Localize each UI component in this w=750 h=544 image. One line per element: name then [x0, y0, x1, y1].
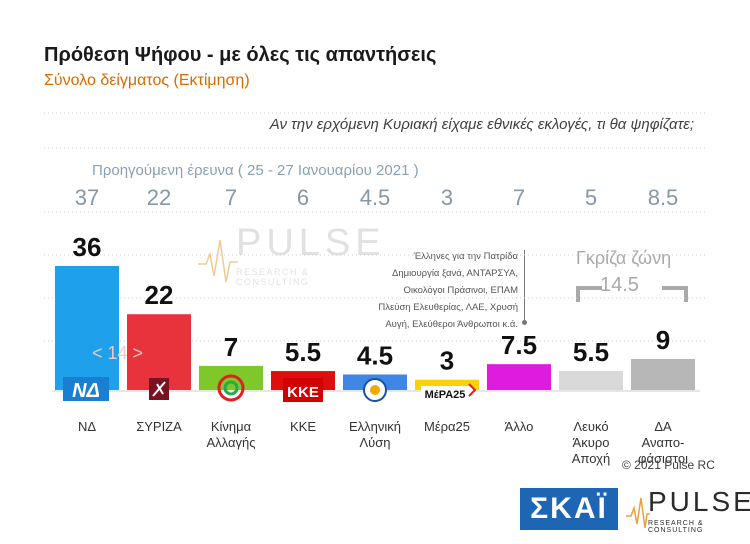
watermark-subtext: RESEARCH & CONSULTING — [236, 267, 310, 287]
note-line: Πλεύση Ελευθερίας, ΛΑΕ, Χρυσή — [378, 302, 518, 313]
category-label: φάσιστοι — [638, 451, 688, 466]
bar-value-label: 4.5 — [357, 341, 393, 371]
previous-value-label: 7 — [513, 185, 525, 210]
bar-value-label: 7 — [224, 332, 238, 362]
category-label: Ελληνική — [349, 419, 401, 434]
pulse-logo-subtext: RESEARCH & CONSULTING — [648, 520, 704, 534]
other-parties-note: Έλληνες για την Πατρίδα Δημιουργία ξανά,… — [368, 248, 518, 333]
compass-icon — [370, 385, 380, 395]
ecg-icon — [626, 497, 650, 529]
category-label: Άλλο — [505, 419, 534, 434]
note-line: Έλληνες για την Πατρίδα — [413, 251, 518, 262]
ecg-icon — [198, 239, 238, 283]
chart-subtitle: Σύνολο δείγματος (Εκτίμηση) — [44, 72, 250, 89]
category-label: ΔΑ — [654, 419, 672, 434]
bar-value-label: 9 — [656, 325, 670, 355]
bar — [487, 364, 551, 390]
arrow-icon — [468, 383, 477, 397]
bar-value-label: 3 — [440, 346, 454, 376]
note-line: Δημιουργία ξανά, ΑΝΤΑΡΣΥΑ, — [391, 268, 518, 279]
previous-value-label: 6 — [297, 185, 309, 210]
skai-logo: ΣΚΑΪ — [520, 488, 618, 530]
category-label: ΝΔ — [78, 419, 96, 434]
inset-label: < 14 > — [92, 343, 144, 363]
category-label: Αποχή — [572, 451, 610, 466]
previous-value-label: 37 — [75, 185, 99, 210]
note-connector — [524, 250, 525, 322]
kinal-logo — [217, 374, 245, 402]
previous-survey-label: Προηγούμενη έρευνα ( 25 - 27 Ιανουαρίου … — [92, 162, 419, 179]
category-label: Μέρα25 — [424, 419, 470, 434]
star-icon — [152, 381, 166, 397]
previous-value-label: 8.5 — [648, 185, 679, 210]
note-connector-dot — [522, 320, 527, 325]
previous-value-label: 4.5 — [360, 185, 391, 210]
bar-value-label: 5.5 — [573, 337, 609, 367]
bar — [127, 314, 191, 390]
category-label: Κίνημα — [211, 419, 252, 434]
mera25-logo — [421, 386, 473, 400]
category-label: ΚΚΕ — [290, 419, 316, 434]
category-label: ΣΥΡΙΖΑ — [136, 419, 182, 434]
category-label: Λύση — [359, 435, 390, 450]
bar — [199, 365, 263, 390]
pulse-logo-text: PULSE — [648, 486, 750, 517]
bar — [559, 371, 623, 390]
bar-value-label: 7.5 — [501, 330, 537, 360]
nd-logo — [63, 377, 109, 401]
grey-zone-bracket-left — [576, 286, 602, 302]
kke-logo-text: ΚΚΕ — [287, 384, 319, 401]
category-label: Άκυρο — [573, 435, 610, 450]
grey-zone-value: 14.5 — [600, 274, 639, 296]
bar-value-label: 22 — [145, 280, 174, 310]
copyright: © 2021 Pulse RC — [622, 458, 715, 472]
chart-title: Πρόθεση Ψήφου - με όλες τις απαντήσεις — [44, 44, 437, 66]
previous-value-label: 5 — [585, 185, 597, 210]
mera25-logo-text: ΜέΡΑ25 — [425, 389, 466, 401]
category-label: Αναπο- — [642, 435, 685, 450]
nd-logo-text: ΝΔ — [72, 380, 100, 402]
grey-zone-label: Γκρίζα ζώνη — [576, 248, 672, 268]
rose-icon — [223, 380, 239, 396]
pulse-logo: PULSE RESEARCH & CONSULTING — [626, 486, 750, 534]
survey-question: Αν την ερχόμενη Κυριακή είχαμε εθνικές ε… — [269, 116, 694, 133]
note-line: Οικολόγοι Πράσινοι, ΕΠΑΜ — [403, 285, 518, 296]
grey-zone-bracket-right — [662, 286, 688, 302]
previous-value-label: 3 — [441, 185, 453, 210]
pulse-watermark: PULSE RESEARCH & CONSULTING — [198, 222, 381, 287]
previous-value-label: 22 — [147, 185, 171, 210]
category-label: Λευκό — [573, 419, 608, 434]
bar — [631, 359, 695, 390]
bar — [415, 379, 479, 390]
category-label: Αλλαγής — [207, 435, 256, 450]
bar-value-label: 5.5 — [285, 337, 321, 367]
bar-value-label: 36 — [73, 232, 102, 262]
kke-logo — [283, 378, 323, 402]
previous-value-label: 7 — [225, 185, 237, 210]
bar — [55, 266, 119, 390]
note-line: Αυγή, Ελεύθεροι Άνθρωποι κ.ά. — [385, 319, 518, 330]
watermark-pulse-text: PULSE — [236, 222, 386, 264]
